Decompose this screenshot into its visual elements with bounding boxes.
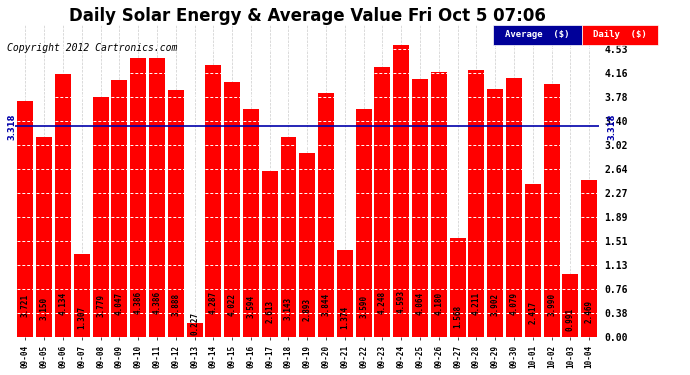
Text: Copyright 2012 Cartronics.com: Copyright 2012 Cartronics.com — [7, 43, 177, 53]
Bar — [168, 90, 184, 337]
Text: 1.374: 1.374 — [340, 306, 349, 329]
Bar — [487, 89, 503, 337]
Bar — [55, 75, 71, 337]
Text: 3.143: 3.143 — [284, 297, 293, 320]
Bar — [262, 171, 277, 337]
Bar — [74, 254, 90, 337]
Text: 4.180: 4.180 — [434, 292, 444, 315]
Text: 3.721: 3.721 — [21, 294, 30, 317]
Text: 2.613: 2.613 — [265, 300, 274, 323]
Text: 3.318: 3.318 — [7, 113, 16, 140]
Bar — [224, 82, 240, 337]
Bar — [393, 45, 409, 337]
Bar — [581, 180, 597, 337]
Bar — [412, 79, 428, 337]
Bar — [337, 250, 353, 337]
Bar — [281, 138, 297, 337]
Text: 1.307: 1.307 — [77, 306, 86, 329]
Text: 4.593: 4.593 — [397, 290, 406, 313]
Bar — [562, 274, 578, 337]
Bar — [149, 58, 165, 337]
Bar — [544, 84, 560, 337]
Text: 4.022: 4.022 — [228, 292, 237, 315]
Text: 3.902: 3.902 — [491, 293, 500, 316]
Bar — [431, 72, 447, 337]
Text: 4.248: 4.248 — [378, 291, 387, 314]
Bar — [318, 93, 334, 337]
Bar — [186, 323, 203, 337]
Bar — [375, 67, 391, 337]
Text: 4.211: 4.211 — [472, 291, 481, 315]
Text: 4.079: 4.079 — [509, 292, 518, 315]
Text: 2.417: 2.417 — [529, 301, 538, 324]
Text: Daily  ($): Daily ($) — [593, 30, 647, 39]
Text: 4.386: 4.386 — [134, 291, 143, 314]
Text: 3.990: 3.990 — [547, 292, 556, 316]
Text: 4.064: 4.064 — [415, 292, 424, 315]
Text: 0.227: 0.227 — [190, 312, 199, 335]
Bar — [355, 109, 372, 337]
Text: 4.287: 4.287 — [209, 291, 218, 314]
Text: 4.047: 4.047 — [115, 292, 124, 315]
Text: Average  ($): Average ($) — [505, 30, 570, 39]
Text: 3.318: 3.318 — [608, 113, 617, 140]
Text: 2.893: 2.893 — [303, 298, 312, 321]
Bar — [525, 184, 541, 337]
Text: 3.888: 3.888 — [171, 293, 180, 316]
Bar — [206, 65, 221, 337]
Bar — [469, 69, 484, 337]
Bar — [299, 153, 315, 337]
Bar — [92, 97, 108, 337]
Text: 3.844: 3.844 — [322, 293, 331, 316]
Text: 1.568: 1.568 — [453, 305, 462, 328]
Bar — [36, 137, 52, 337]
Text: 3.590: 3.590 — [359, 295, 368, 318]
Text: 3.594: 3.594 — [246, 295, 255, 318]
Bar — [506, 78, 522, 337]
Bar — [243, 109, 259, 337]
Text: 3.150: 3.150 — [40, 297, 49, 320]
Text: 4.134: 4.134 — [59, 292, 68, 315]
Bar — [17, 101, 33, 337]
Text: 4.386: 4.386 — [152, 291, 161, 314]
Bar — [450, 238, 466, 337]
Bar — [130, 58, 146, 337]
Bar — [111, 80, 128, 337]
Title: Daily Solar Energy & Average Value Fri Oct 5 07:06: Daily Solar Energy & Average Value Fri O… — [69, 7, 546, 25]
Text: 3.779: 3.779 — [96, 294, 105, 317]
Text: 2.469: 2.469 — [584, 300, 593, 324]
Text: 0.991: 0.991 — [566, 308, 575, 331]
